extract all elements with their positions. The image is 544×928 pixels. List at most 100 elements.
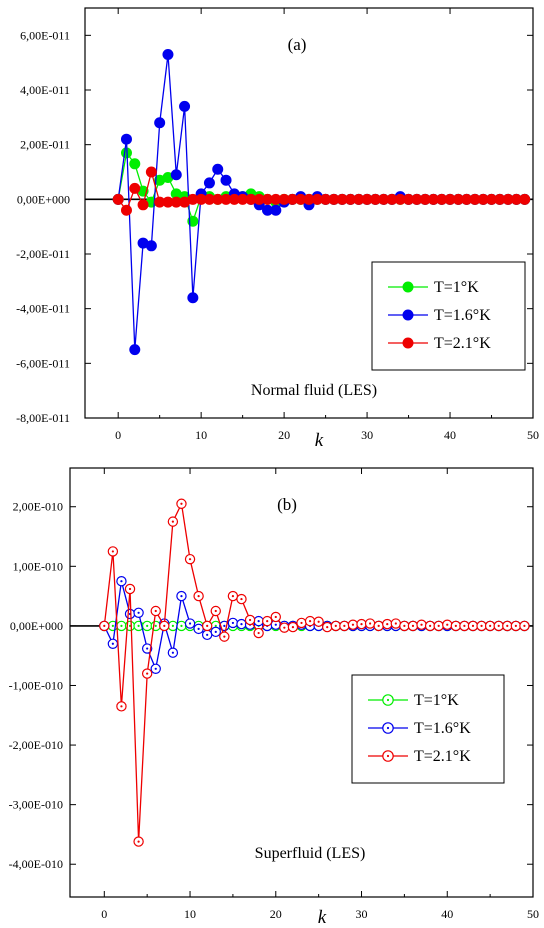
- data-point-dot: [463, 624, 466, 627]
- data-point-dot: [489, 624, 492, 627]
- data-point-dot: [188, 558, 192, 561]
- legend-box: [351, 674, 505, 784]
- x-axis-label: k: [315, 430, 324, 451]
- data-point-dot: [146, 672, 149, 675]
- data-point-dot: [351, 623, 355, 626]
- data-point-dot: [454, 624, 457, 627]
- chart-panel-b: 0 10 20 30 40 50 2,00E-010 1,00E-010 0,00E+000 -1…: [9, 467, 539, 928]
- data-point-dot: [214, 630, 217, 633]
- data-point-dot: [326, 625, 329, 629]
- data-point-dot: [171, 624, 174, 627]
- data-point-dot: [248, 618, 252, 622]
- y-tick-label: -2,00E-011: [16, 247, 70, 261]
- y-tick-label: 0,00E+000: [17, 192, 70, 206]
- data-point: [187, 292, 199, 304]
- data-point-dot: [429, 624, 432, 627]
- data-point-dot: [394, 622, 397, 625]
- y-tick-label: 4,00E-011: [20, 83, 70, 97]
- y-tick-label: 2,00E-011: [20, 138, 70, 152]
- data-point: [170, 169, 182, 181]
- data-point-dot: [188, 622, 192, 625]
- data-point-dot: [223, 624, 226, 627]
- series-t2.1k: [99, 498, 530, 847]
- data-point-dot: [368, 622, 372, 625]
- data-point-dot: [308, 620, 312, 623]
- legend-label: T=2.1°K: [434, 335, 491, 352]
- data-point-dot: [523, 624, 526, 627]
- data-point-dot: [231, 621, 235, 625]
- data-point-dot: [231, 595, 235, 598]
- y-tick-label: -6,00E-011: [16, 356, 70, 370]
- data-point-dot: [111, 642, 114, 645]
- data-point-dot: [197, 627, 200, 630]
- legend: T=1°K T=1.6°K T=2.1°K: [371, 261, 526, 371]
- series-t2.1k: [112, 166, 531, 216]
- data-point-dot: [386, 623, 389, 626]
- legend-marker-dot: [386, 726, 390, 730]
- legend-box: [371, 261, 526, 371]
- data-point-dot: [411, 624, 415, 627]
- data-point-dot: [120, 624, 123, 627]
- data-point-dot: [471, 624, 475, 627]
- data-point-dot: [257, 631, 260, 635]
- x-tick-label: 50: [527, 428, 539, 442]
- data-point-dot: [180, 624, 183, 627]
- legend-marker: [402, 309, 414, 321]
- x-tick-label: 0: [101, 907, 107, 921]
- data-point-dot: [120, 705, 123, 708]
- data-point-dot: [154, 609, 157, 613]
- data-point-dot: [146, 624, 149, 627]
- data-point: [120, 133, 132, 145]
- data-point-dot: [266, 620, 269, 623]
- data-point: [212, 163, 224, 175]
- data-point-dot: [437, 624, 440, 627]
- data-point-dot: [343, 624, 346, 627]
- data-point-dot: [180, 502, 183, 505]
- x-tick-label: 20: [278, 428, 290, 442]
- data-point-dot: [377, 624, 380, 627]
- y-tick-label: -1,00E-010: [9, 678, 63, 692]
- data-point: [179, 100, 191, 112]
- x-tick-label: 50: [527, 907, 539, 921]
- y-tick-label: -2,00E-010: [9, 738, 63, 752]
- data-point: [129, 344, 141, 356]
- panel-annotation: Superfluid (LES): [255, 845, 366, 862]
- x-tick-label: 20: [270, 907, 282, 921]
- x-tick-label: 10: [195, 428, 207, 442]
- legend-marker-dot: [386, 754, 390, 758]
- data-point-dot: [128, 587, 132, 591]
- x-tick-label: 40: [441, 907, 453, 921]
- y-tick-label: 0,00E+000: [10, 619, 63, 633]
- plot-frame: [84, 7, 534, 419]
- data-point-dot: [420, 623, 423, 626]
- data-point: [187, 215, 199, 227]
- panel-annotation: Normal fluid (LES): [251, 382, 377, 399]
- data-point-dot: [514, 624, 517, 627]
- y-tick-label: 1,00E-010: [13, 559, 63, 573]
- data-point-dot: [274, 615, 277, 619]
- series-line: [103, 501, 525, 842]
- data-point-dot: [146, 647, 149, 650]
- x-tick-label: 0: [115, 428, 121, 442]
- data-point-dot: [206, 624, 209, 627]
- data-point-dot: [300, 621, 303, 625]
- legend-label: T=2.1°K: [414, 748, 471, 765]
- legend-label: T=1.6°K: [434, 307, 491, 324]
- legend-label: T=1.6°K: [414, 720, 471, 737]
- data-point-dot: [223, 635, 226, 638]
- data-point: [129, 182, 141, 194]
- data-point-dot: [283, 626, 286, 629]
- data-point: [145, 166, 157, 178]
- data-point: [519, 193, 531, 205]
- data-point-dot: [334, 624, 337, 627]
- data-point-dot: [497, 624, 500, 627]
- panel-label: (a): [288, 35, 307, 54]
- x-tick-label: 30: [361, 428, 373, 442]
- data-point-dot: [206, 633, 209, 636]
- data-point-dot: [274, 623, 277, 626]
- y-tick-label: 6,00E-011: [20, 28, 70, 42]
- data-point-dot: [137, 840, 140, 843]
- data-point: [129, 158, 141, 170]
- legend-marker-dot: [386, 698, 390, 702]
